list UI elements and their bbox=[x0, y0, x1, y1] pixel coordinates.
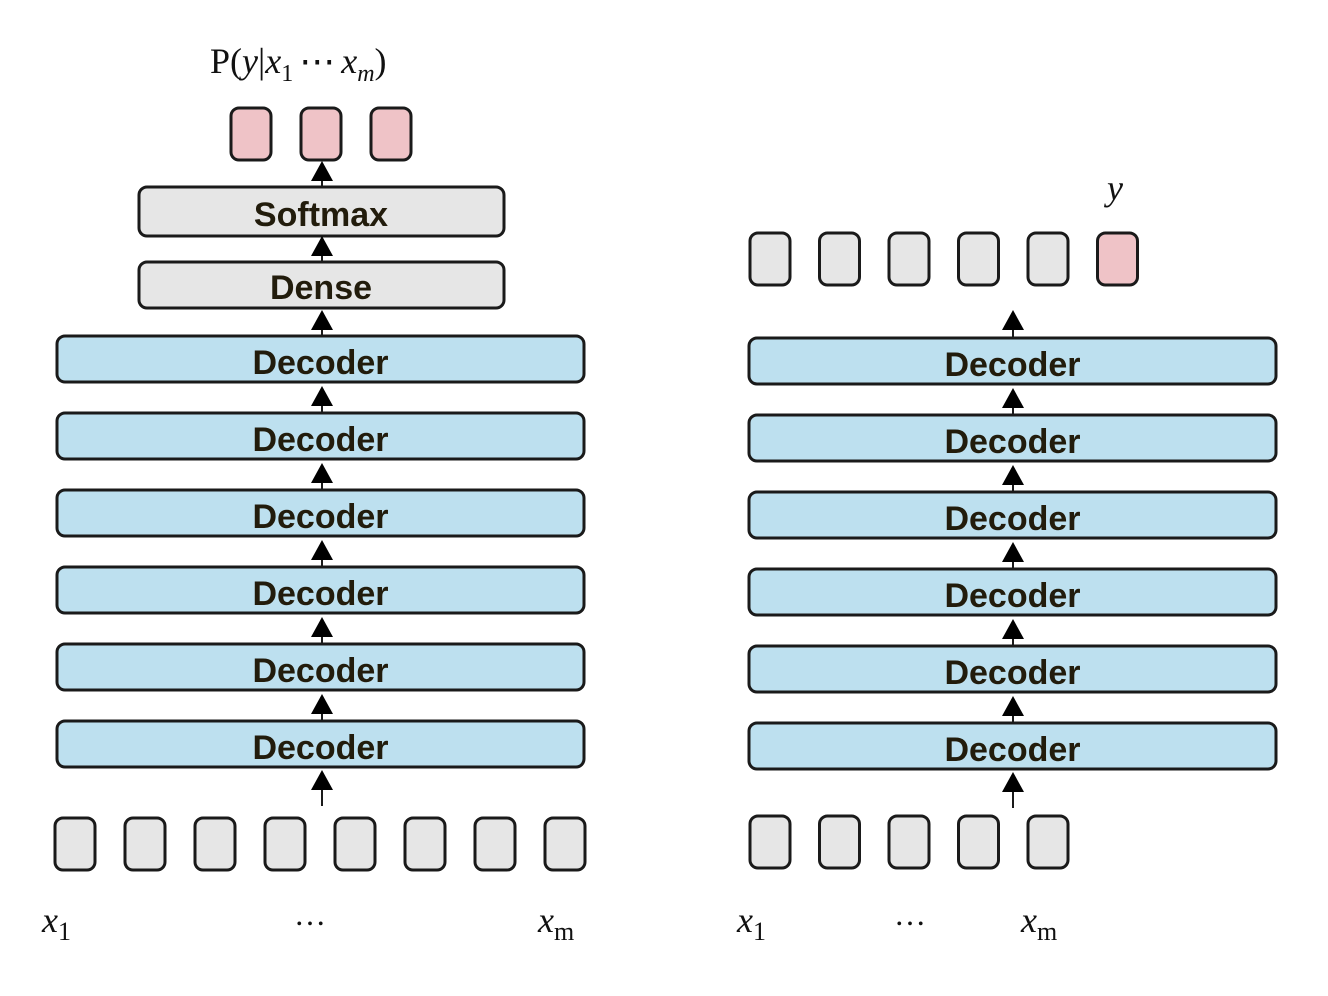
left-decoder-label: Decoder bbox=[252, 421, 388, 459]
input-token bbox=[957, 814, 1000, 870]
right-decoder-4: Decoder bbox=[747, 490, 1278, 540]
right-decoder-label: Decoder bbox=[944, 423, 1080, 461]
right-output-label: y bbox=[1104, 168, 1123, 208]
input-token bbox=[193, 816, 237, 872]
input-token bbox=[53, 816, 97, 872]
left-decoder-6: Decoder bbox=[55, 334, 586, 384]
arrow-up bbox=[1002, 619, 1024, 646]
arrow-up bbox=[1002, 388, 1024, 415]
input-token bbox=[887, 814, 931, 870]
arrow-up bbox=[1002, 696, 1024, 723]
left-decoder-1: Decoder bbox=[55, 719, 586, 769]
output-token bbox=[818, 231, 861, 287]
input-token bbox=[1026, 814, 1070, 870]
right-decoder-label: Decoder bbox=[944, 731, 1080, 769]
input-token bbox=[818, 814, 861, 870]
right-decoder-1: Decoder bbox=[747, 721, 1278, 771]
left-output-tokens bbox=[229, 106, 413, 162]
input-token bbox=[123, 816, 167, 872]
right-input-last-label: xm bbox=[1020, 900, 1057, 946]
left-output-label: P(y|x1 ⋯ xm) bbox=[210, 41, 387, 87]
output-token bbox=[229, 106, 273, 162]
output-token bbox=[957, 231, 1000, 287]
left-decoder-label: Decoder bbox=[252, 729, 388, 767]
right-decoder-2: Decoder bbox=[747, 644, 1278, 694]
right-arrows bbox=[1002, 310, 1024, 808]
input-token bbox=[403, 816, 447, 872]
arrow-up bbox=[311, 617, 333, 644]
arrow-input-to-decoder bbox=[1002, 772, 1024, 808]
arrow-up bbox=[1002, 310, 1024, 338]
arrow-up bbox=[1002, 542, 1024, 569]
left-decoder-label: Decoder bbox=[252, 344, 388, 382]
right-decoder-label: Decoder bbox=[944, 346, 1080, 384]
right-decoder-3: Decoder bbox=[747, 567, 1278, 617]
softmax-label: Softmax bbox=[254, 196, 388, 234]
arrow-up bbox=[311, 694, 333, 721]
arrow-up bbox=[311, 161, 333, 187]
arrow-up bbox=[1002, 465, 1024, 492]
left-decoder-label: Decoder bbox=[252, 498, 388, 536]
left-input-dots: … bbox=[294, 896, 326, 932]
left-decoder-stack: Decoder Decoder Decoder Decoder Decoder Decod… bbox=[55, 334, 586, 769]
left-input-tokens bbox=[53, 816, 587, 872]
output-token bbox=[369, 106, 413, 162]
arrow-up bbox=[311, 386, 333, 413]
arrow-input-to-decoder bbox=[311, 770, 333, 806]
input-token bbox=[473, 816, 517, 872]
left-model: P(y|x1 ⋯ xm) Softmax Dense DecoderDecoderD… bbox=[41, 41, 587, 946]
input-token bbox=[543, 816, 587, 872]
right-input-dots: … bbox=[894, 896, 926, 932]
left-input-first-label: x1 bbox=[41, 900, 71, 946]
arrow-up bbox=[311, 236, 333, 262]
dense-label: Dense bbox=[270, 269, 372, 307]
input-token bbox=[333, 816, 377, 872]
right-decoder-6: Decoder bbox=[747, 336, 1278, 386]
input-token bbox=[263, 816, 307, 872]
right-decoder-label: Decoder bbox=[944, 654, 1080, 692]
arrow-up bbox=[311, 310, 333, 336]
arrow-up bbox=[311, 540, 333, 567]
arrow-up bbox=[311, 463, 333, 490]
right-decoder-label: Decoder bbox=[944, 577, 1080, 615]
output-token bbox=[887, 231, 931, 287]
left-decoder-label: Decoder bbox=[252, 652, 388, 690]
left-input-last-label: xm bbox=[537, 900, 574, 946]
right-output-tokens bbox=[748, 231, 1139, 287]
left-arrows bbox=[311, 161, 333, 806]
right-input-tokens bbox=[748, 814, 1070, 870]
right-model: y Decoder Decoder Decoder Decoder Decoder Dec… bbox=[736, 168, 1278, 946]
left-decoder-label: Decoder bbox=[252, 575, 388, 613]
left-decoder-2: Decoder bbox=[55, 642, 586, 692]
output-token bbox=[299, 106, 343, 162]
right-input-first-label: x1 bbox=[736, 900, 766, 946]
right-decoder-5: Decoder bbox=[747, 413, 1278, 463]
output-token bbox=[1026, 231, 1070, 287]
left-decoder-3: Decoder bbox=[55, 565, 586, 615]
left-decoder-5: Decoder bbox=[55, 411, 586, 461]
input-token bbox=[748, 814, 792, 870]
right-decoder-label: Decoder bbox=[944, 500, 1080, 538]
left-decoder-4: Decoder bbox=[55, 488, 586, 538]
output-token bbox=[748, 231, 792, 287]
predicted-token bbox=[1096, 231, 1139, 287]
